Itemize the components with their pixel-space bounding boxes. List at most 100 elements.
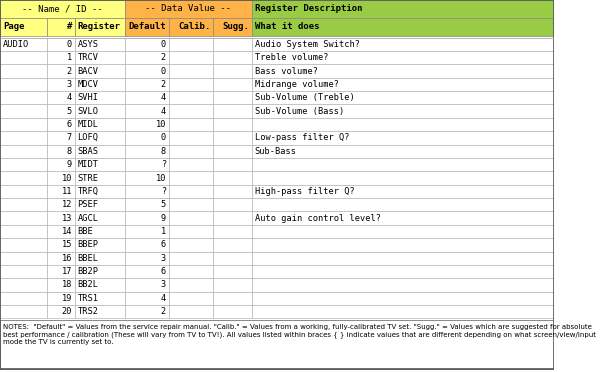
Text: TRS2: TRS2 (77, 307, 98, 316)
FancyBboxPatch shape (75, 198, 125, 211)
FancyBboxPatch shape (169, 78, 213, 91)
Text: 13: 13 (61, 214, 72, 222)
FancyBboxPatch shape (0, 38, 47, 51)
FancyBboxPatch shape (252, 78, 554, 91)
Text: 0: 0 (67, 40, 72, 49)
FancyBboxPatch shape (213, 158, 252, 171)
FancyBboxPatch shape (0, 64, 47, 78)
FancyBboxPatch shape (125, 278, 169, 292)
FancyBboxPatch shape (169, 38, 213, 51)
Text: 7: 7 (67, 134, 72, 142)
FancyBboxPatch shape (252, 251, 554, 265)
Text: Sub-Bass: Sub-Bass (254, 147, 296, 156)
FancyBboxPatch shape (125, 265, 169, 278)
Text: 11: 11 (61, 187, 72, 196)
Text: 2: 2 (67, 67, 72, 76)
Text: BB2L: BB2L (77, 280, 98, 289)
Text: ?: ? (161, 160, 166, 169)
FancyBboxPatch shape (213, 251, 252, 265)
FancyBboxPatch shape (169, 131, 213, 145)
FancyBboxPatch shape (47, 211, 75, 225)
FancyBboxPatch shape (75, 251, 125, 265)
FancyBboxPatch shape (0, 265, 47, 278)
Text: 16: 16 (61, 254, 72, 263)
Text: 5: 5 (67, 107, 72, 116)
Text: 2: 2 (161, 80, 166, 89)
Text: BBEP: BBEP (77, 240, 98, 249)
FancyBboxPatch shape (213, 211, 252, 225)
Text: Treble volume?: Treble volume? (254, 53, 328, 62)
Text: Register: Register (77, 22, 121, 31)
FancyBboxPatch shape (252, 118, 554, 131)
Text: What it does: What it does (254, 22, 319, 31)
FancyBboxPatch shape (213, 265, 252, 278)
FancyBboxPatch shape (213, 238, 252, 251)
Text: 19: 19 (61, 294, 72, 303)
FancyBboxPatch shape (125, 131, 169, 145)
FancyBboxPatch shape (252, 91, 554, 105)
Text: -- Name / ID --: -- Name / ID -- (22, 4, 103, 13)
FancyBboxPatch shape (169, 64, 213, 78)
FancyBboxPatch shape (125, 0, 252, 18)
FancyBboxPatch shape (47, 38, 75, 51)
Text: MIDT: MIDT (77, 160, 98, 169)
FancyBboxPatch shape (125, 251, 169, 265)
FancyBboxPatch shape (125, 91, 169, 105)
Text: Low-pass filter Q?: Low-pass filter Q? (254, 134, 349, 142)
FancyBboxPatch shape (169, 118, 213, 131)
FancyBboxPatch shape (169, 238, 213, 251)
FancyBboxPatch shape (0, 105, 47, 118)
FancyBboxPatch shape (169, 225, 213, 238)
Text: 1: 1 (161, 227, 166, 236)
FancyBboxPatch shape (252, 211, 554, 225)
Text: BBE: BBE (77, 227, 93, 236)
Text: Midrange volume?: Midrange volume? (254, 80, 338, 89)
Text: 18: 18 (61, 280, 72, 289)
FancyBboxPatch shape (125, 185, 169, 198)
FancyBboxPatch shape (47, 18, 75, 36)
FancyBboxPatch shape (169, 51, 213, 64)
Text: 0: 0 (161, 40, 166, 49)
FancyBboxPatch shape (252, 171, 554, 185)
FancyBboxPatch shape (252, 131, 554, 145)
FancyBboxPatch shape (47, 292, 75, 305)
FancyBboxPatch shape (213, 118, 252, 131)
Text: 9: 9 (67, 160, 72, 169)
FancyBboxPatch shape (169, 278, 213, 292)
FancyBboxPatch shape (47, 238, 75, 251)
FancyBboxPatch shape (0, 145, 47, 158)
FancyBboxPatch shape (47, 145, 75, 158)
FancyBboxPatch shape (0, 198, 47, 211)
Text: BBEL: BBEL (77, 254, 98, 263)
FancyBboxPatch shape (169, 211, 213, 225)
FancyBboxPatch shape (0, 171, 47, 185)
Text: 6: 6 (161, 240, 166, 249)
FancyBboxPatch shape (213, 278, 252, 292)
FancyBboxPatch shape (125, 305, 169, 318)
FancyBboxPatch shape (47, 225, 75, 238)
FancyBboxPatch shape (75, 145, 125, 158)
FancyBboxPatch shape (75, 185, 125, 198)
FancyBboxPatch shape (47, 91, 75, 105)
FancyBboxPatch shape (169, 251, 213, 265)
FancyBboxPatch shape (125, 105, 169, 118)
FancyBboxPatch shape (75, 238, 125, 251)
Text: BB2P: BB2P (77, 267, 98, 276)
FancyBboxPatch shape (213, 64, 252, 78)
Text: #: # (67, 22, 72, 31)
FancyBboxPatch shape (169, 185, 213, 198)
FancyBboxPatch shape (213, 292, 252, 305)
FancyBboxPatch shape (252, 185, 554, 198)
FancyBboxPatch shape (252, 51, 554, 64)
FancyBboxPatch shape (169, 171, 213, 185)
FancyBboxPatch shape (125, 158, 169, 171)
FancyBboxPatch shape (213, 185, 252, 198)
FancyBboxPatch shape (169, 305, 213, 318)
FancyBboxPatch shape (213, 198, 252, 211)
FancyBboxPatch shape (75, 51, 125, 64)
FancyBboxPatch shape (125, 118, 169, 131)
FancyBboxPatch shape (213, 18, 252, 36)
FancyBboxPatch shape (47, 198, 75, 211)
Text: 2: 2 (161, 307, 166, 316)
FancyBboxPatch shape (169, 158, 213, 171)
